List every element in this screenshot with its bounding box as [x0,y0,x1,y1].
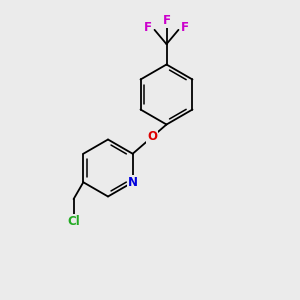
Text: Cl: Cl [67,215,80,228]
Text: F: F [163,14,170,27]
Text: O: O [147,130,157,143]
Text: F: F [181,21,189,34]
Text: F: F [144,21,152,34]
Text: N: N [128,176,138,189]
